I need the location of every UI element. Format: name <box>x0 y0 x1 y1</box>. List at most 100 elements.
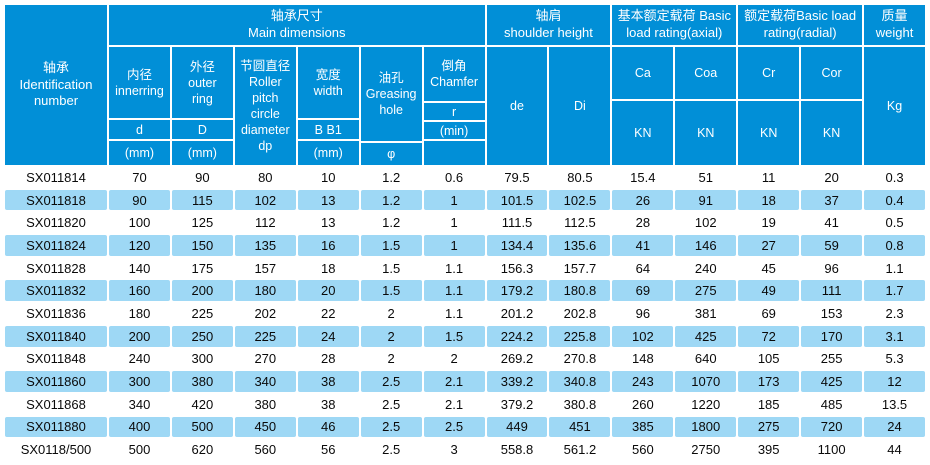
table-row: SX011836 180 225 202 22 2 1.1 201.2 202.8 96 381 69… <box>5 303 925 324</box>
data-cell: 180 <box>128 305 151 321</box>
header-col-width: 宽度 width B B1 (mm) <box>297 47 359 165</box>
header-width-symbol: B B1 <box>297 120 359 139</box>
data-cell: 112.5 <box>564 215 596 231</box>
data-cell: 450 <box>234 416 296 438</box>
data-cell: 56 <box>320 442 336 458</box>
data-cell: 27 <box>738 235 800 256</box>
header-col-roller-pitch-diameter: 节圆直径 Roller pitch circle diameter dp <box>234 47 296 165</box>
table-row: SX011868 340 420 380 38 2.5 2.1 379.2 380.8 260 12… <box>5 394 925 415</box>
header-col-kg: Kg <box>864 47 925 165</box>
data-cell: 381 <box>694 305 717 321</box>
data-cell: 1.1 <box>423 280 485 302</box>
data-cell: 620 <box>191 442 214 458</box>
header-cor-unit: KN <box>801 101 863 165</box>
data-cell: 96 <box>824 260 839 276</box>
data-cell: 2750 <box>691 442 721 458</box>
data-cell: 46 <box>297 416 359 438</box>
data-cell: 1 <box>423 235 485 256</box>
data-cell: 38 <box>297 371 359 392</box>
data-cell: 19 <box>761 215 776 231</box>
data-cell: 379.2 <box>500 396 534 412</box>
data-cell: 560 <box>254 442 277 458</box>
data-cell: 2.3 <box>885 305 904 321</box>
header-cr-unit: KN <box>738 101 800 165</box>
data-cell: 1.5 <box>423 325 485 347</box>
table-row: SX011840 200 250 225 24 2 1.5 224.2 225.8 102 425 7… <box>5 325 925 347</box>
data-cell: 201.2 <box>500 305 534 321</box>
header-group-main-dimensions: 轴承尺寸 Main dimensions <box>109 5 485 45</box>
header-col-cor: Cor KN <box>801 47 863 165</box>
data-cell: 2.1 <box>423 371 485 392</box>
data-cell: 0.3 <box>885 169 904 185</box>
data-cell: 80.5 <box>567 169 593 185</box>
data-cell: 69 <box>612 280 674 302</box>
data-cell: 1.1 <box>885 260 904 276</box>
row-id-cell: SX011836 <box>26 305 86 321</box>
header-group-radial-load-rating: 额定载荷Basic load rating(radial) <box>738 5 863 45</box>
data-cell: 243 <box>612 371 674 392</box>
header-group-axial-load-rating: 基本额定载荷 Basic load rating(axial) <box>612 5 737 45</box>
data-cell: 1.1 <box>445 305 464 321</box>
data-cell: 300 <box>109 371 170 392</box>
data-cell: 26 <box>612 189 674 211</box>
data-cell: 1.5 <box>360 235 422 256</box>
data-cell: 49 <box>738 280 800 302</box>
data-cell: 13.5 <box>881 396 908 412</box>
header-width-label: 宽度 width <box>297 47 359 118</box>
data-cell: 102.5 <box>549 189 611 211</box>
data-cell: 45 <box>761 260 776 276</box>
data-cell: 340 <box>128 396 151 412</box>
header-col-cr: Cr KN <box>738 47 800 165</box>
data-cell: 1.5 <box>360 280 422 302</box>
data-cell: 449 <box>486 416 548 438</box>
row-id-cell: SX011820 <box>26 215 86 231</box>
row-id-cell: SX011814 <box>26 169 86 185</box>
header-col-outer-ring: 外径 outer ring D (mm) <box>171 47 233 165</box>
data-cell: 112 <box>254 215 276 231</box>
data-cell: 96 <box>635 305 651 321</box>
header-chamfer-label: 倒角 Chamfer <box>423 47 485 101</box>
data-cell: 28 <box>320 351 336 367</box>
data-cell: 2.5 <box>382 442 401 458</box>
data-cell: 720 <box>801 416 863 438</box>
data-cell: 2.5 <box>360 416 422 438</box>
data-cell: 18 <box>320 260 336 276</box>
data-cell: 2.5 <box>360 371 422 392</box>
data-cell: 51 <box>698 169 713 185</box>
table-row: SX011824 120 150 135 16 1.5 1 134.4 135.6 41 146 27… <box>5 235 925 256</box>
header-ca-label: Ca <box>612 47 674 99</box>
header-cr-label: Cr <box>738 47 800 99</box>
data-cell: 102 <box>694 215 717 231</box>
data-cell: 69 <box>761 305 776 321</box>
header-inner-ring-symbol: d <box>109 120 170 139</box>
data-cell: 150 <box>171 235 233 256</box>
row-id-cell: SX011832 <box>5 280 107 302</box>
row-id-cell: SX011868 <box>26 396 86 412</box>
data-cell: 270 <box>254 351 277 367</box>
data-cell: 380.8 <box>563 396 597 412</box>
data-cell: 135.6 <box>549 235 611 256</box>
data-cell: 13 <box>297 189 359 211</box>
data-cell: 153 <box>820 305 843 321</box>
row-id-cell: SX011828 <box>26 260 86 276</box>
header-outer-ring-unit: (mm) <box>171 141 233 165</box>
header-coa-label: Coa <box>675 47 737 99</box>
data-cell: 22 <box>320 305 336 321</box>
data-cell: 41 <box>612 235 674 256</box>
data-cell: 20 <box>297 280 359 302</box>
data-cell: 224.2 <box>486 325 548 347</box>
data-cell: 1.7 <box>864 280 925 302</box>
data-cell: 105 <box>757 351 780 367</box>
data-cell: 44 <box>887 442 902 458</box>
data-cell: 140 <box>128 260 151 276</box>
data-cell: 180.8 <box>549 280 611 302</box>
data-cell: 80 <box>258 169 273 185</box>
data-cell: 250 <box>171 325 233 347</box>
data-cell: 2.5 <box>423 416 485 438</box>
data-cell: 3 <box>450 442 458 458</box>
data-cell: 1.5 <box>382 260 401 276</box>
data-cell: 202.8 <box>563 305 597 321</box>
table-row: SX011814 70 90 80 10 1.2 0.6 79.5 80.5 15.4 51 11 20… <box>5 167 925 188</box>
data-cell: 10 <box>320 169 336 185</box>
header-width-unit: (mm) <box>297 141 359 165</box>
